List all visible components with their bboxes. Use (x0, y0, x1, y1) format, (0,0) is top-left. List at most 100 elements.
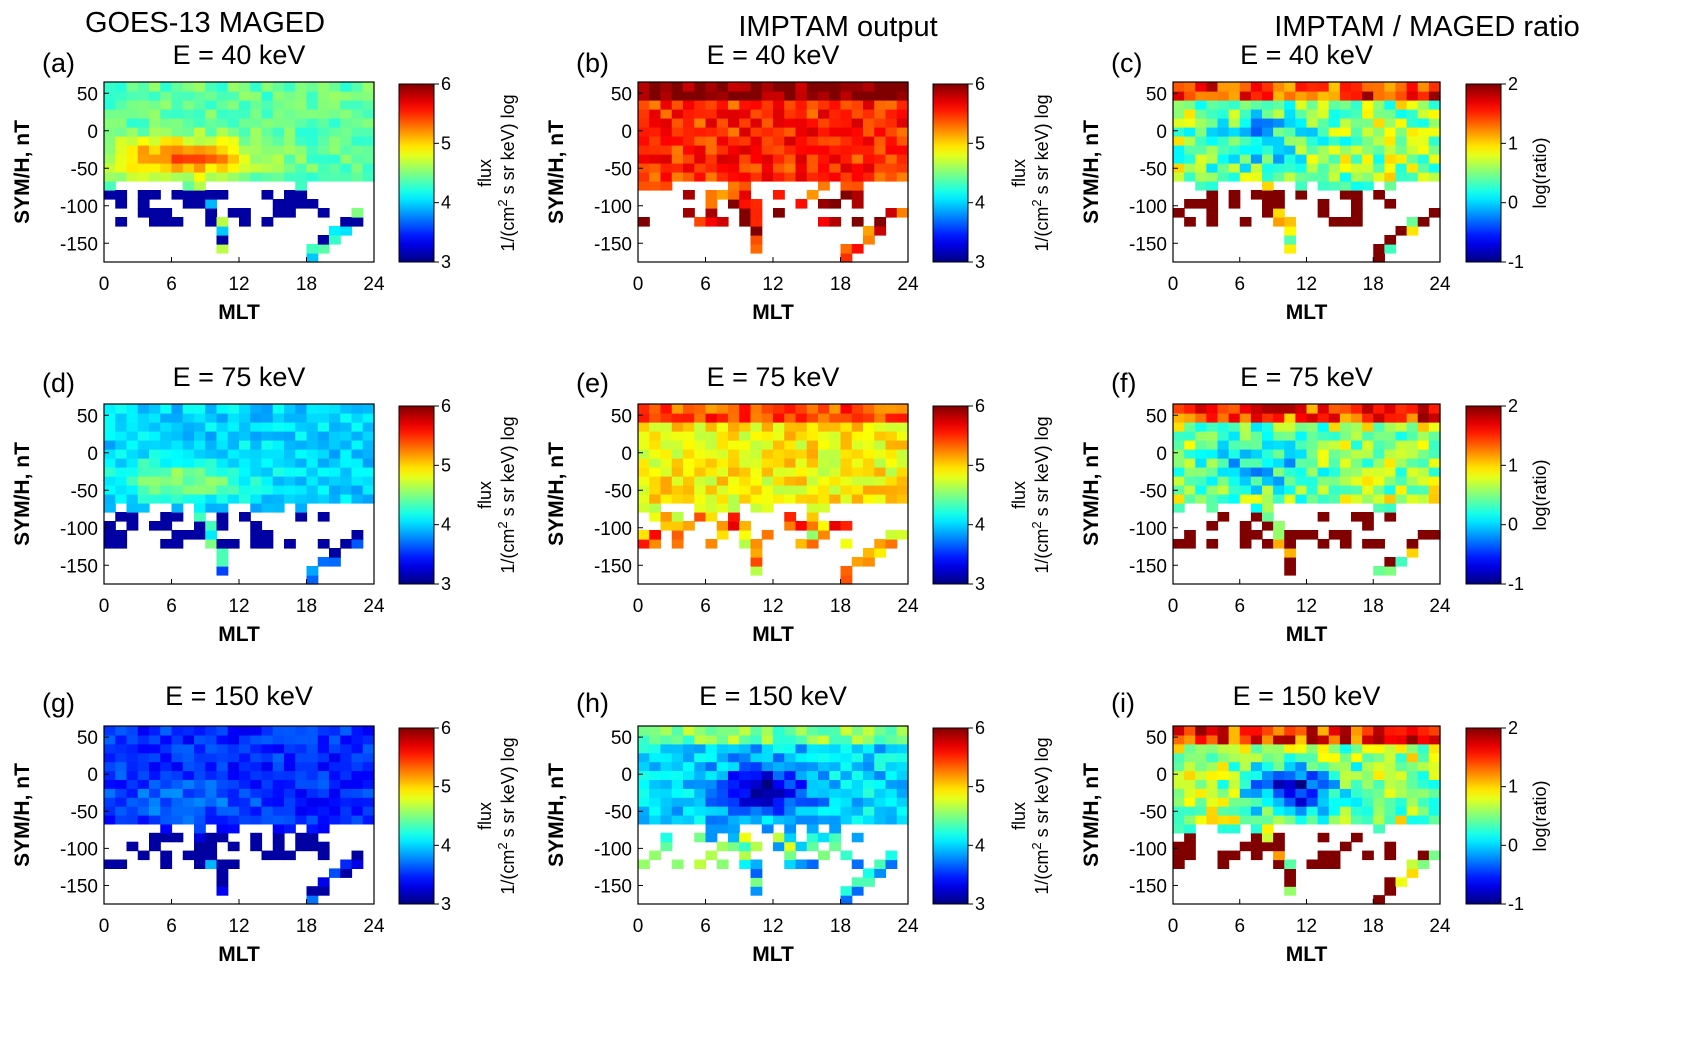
heatmap-cell (250, 118, 263, 128)
heatmap-cell (182, 788, 195, 798)
heatmap-cell (194, 118, 206, 128)
heatmap-cell (1317, 82, 1330, 92)
heatmap-cell (1417, 109, 1430, 119)
heatmap-cell (284, 449, 296, 459)
heatmap-cell (1206, 127, 1219, 137)
heatmap-cell (874, 431, 887, 441)
panel-title: E = 40 keV (1240, 40, 1373, 70)
heatmap-cell (1284, 877, 1296, 887)
heatmap-cell (261, 82, 274, 92)
heatmap-cell (250, 136, 263, 146)
heatmap-cell (1317, 100, 1330, 110)
heatmap-cell (340, 404, 353, 414)
heatmap-cell (1406, 467, 1419, 477)
heatmap-cell (317, 806, 330, 816)
heatmap-cell (694, 859, 707, 869)
heatmap-cell (194, 449, 206, 459)
heatmap-cell (863, 726, 875, 736)
colorbar-units-superscript: 2 (1029, 521, 1044, 528)
heatmap-cell (216, 859, 229, 869)
heatmap-cell (160, 217, 173, 227)
heatmap-cell (1273, 404, 1285, 414)
heatmap-cell (1362, 109, 1374, 119)
heatmap-cell (250, 726, 263, 736)
x-tick-label: 0 (633, 274, 644, 295)
panel-title: E = 150 keV (165, 681, 313, 711)
heatmap-cell (750, 199, 763, 209)
heatmap-cell (1328, 217, 1341, 227)
heatmap-cell (104, 458, 116, 468)
heatmap-cell (137, 806, 150, 816)
heatmap-cell (306, 566, 319, 576)
heatmap-cell (750, 859, 763, 869)
heatmap-cell (1217, 145, 1230, 155)
heatmap-cell (806, 476, 819, 486)
heatmap-cell (362, 449, 375, 459)
heatmap-cell (1195, 788, 1207, 798)
heatmap-cell (649, 806, 662, 816)
heatmap-cell (784, 82, 797, 92)
heatmap-cell (1217, 815, 1230, 825)
colorbar-tick-label: 4 (441, 515, 451, 535)
heatmap-cell (1262, 127, 1274, 137)
heatmap-cell (149, 743, 161, 754)
colorbar-tick-label: 5 (441, 455, 451, 475)
y-tick-label: -100 (1129, 839, 1167, 860)
heatmap-cell (171, 726, 184, 736)
heatmap-cell (1351, 458, 1363, 468)
heatmap-cell (829, 494, 842, 504)
heatmap-cell (205, 190, 218, 200)
heatmap-cell (863, 815, 875, 825)
heatmap-cell (1217, 823, 1230, 834)
heatmap-cell (1262, 82, 1274, 92)
colorbar-units-superscript: 2 (1029, 199, 1044, 206)
heatmap-cell (1428, 850, 1441, 861)
heatmap-cell (1317, 458, 1330, 468)
heatmap-cell (1317, 208, 1330, 218)
heatmap-cell (784, 841, 797, 852)
heatmap-cell (182, 752, 195, 763)
heatmap-cell (739, 521, 752, 531)
x-tick-label: 6 (700, 274, 711, 295)
heatmap-cell (649, 154, 662, 164)
heatmap-cell (1262, 449, 1274, 459)
heatmap-cell (194, 431, 206, 441)
heatmap-cell (306, 145, 319, 155)
heatmap-cell (851, 163, 864, 173)
heatmap-cell (683, 752, 695, 763)
panel-label: (g) (42, 688, 75, 718)
heatmap-cell (1373, 118, 1385, 128)
heatmap-cell (1173, 797, 1185, 807)
x-tick-label: 24 (1429, 274, 1451, 295)
heatmap-cell (773, 172, 785, 182)
heatmap-cell (896, 413, 909, 423)
heatmap-cell (104, 440, 116, 450)
heatmap-cell (1306, 859, 1319, 869)
heatmap-cell (1217, 752, 1230, 763)
heatmap-cell (351, 797, 364, 807)
y-tick-label: 0 (1156, 122, 1167, 143)
heatmap-cell (1428, 530, 1441, 540)
heatmap-cell (671, 752, 684, 763)
heatmap-cell (1173, 503, 1185, 513)
heatmap-cell (182, 797, 195, 807)
heatmap-cell (239, 118, 251, 128)
heatmap-cell (317, 154, 330, 164)
heatmap-cell (885, 806, 898, 816)
heatmap-cell (137, 503, 150, 513)
heatmap-cell (1195, 145, 1207, 155)
heatmap-cell (1339, 413, 1352, 423)
heatmap-cell (284, 163, 296, 173)
heatmap-cell (306, 136, 319, 146)
heatmap-cell (1239, 163, 1252, 173)
heatmap-cell (716, 172, 729, 182)
x-tick-label: 24 (1429, 596, 1451, 617)
heatmap-cell (728, 797, 740, 807)
heatmap-cell (1217, 154, 1230, 164)
heatmap-cell (205, 163, 218, 173)
heatmap-cell (115, 512, 128, 522)
heatmap-cell (126, 806, 139, 816)
y-tick-label: -100 (60, 519, 98, 540)
heatmap-cell (1250, 761, 1263, 772)
heatmap-cell (1384, 815, 1397, 825)
